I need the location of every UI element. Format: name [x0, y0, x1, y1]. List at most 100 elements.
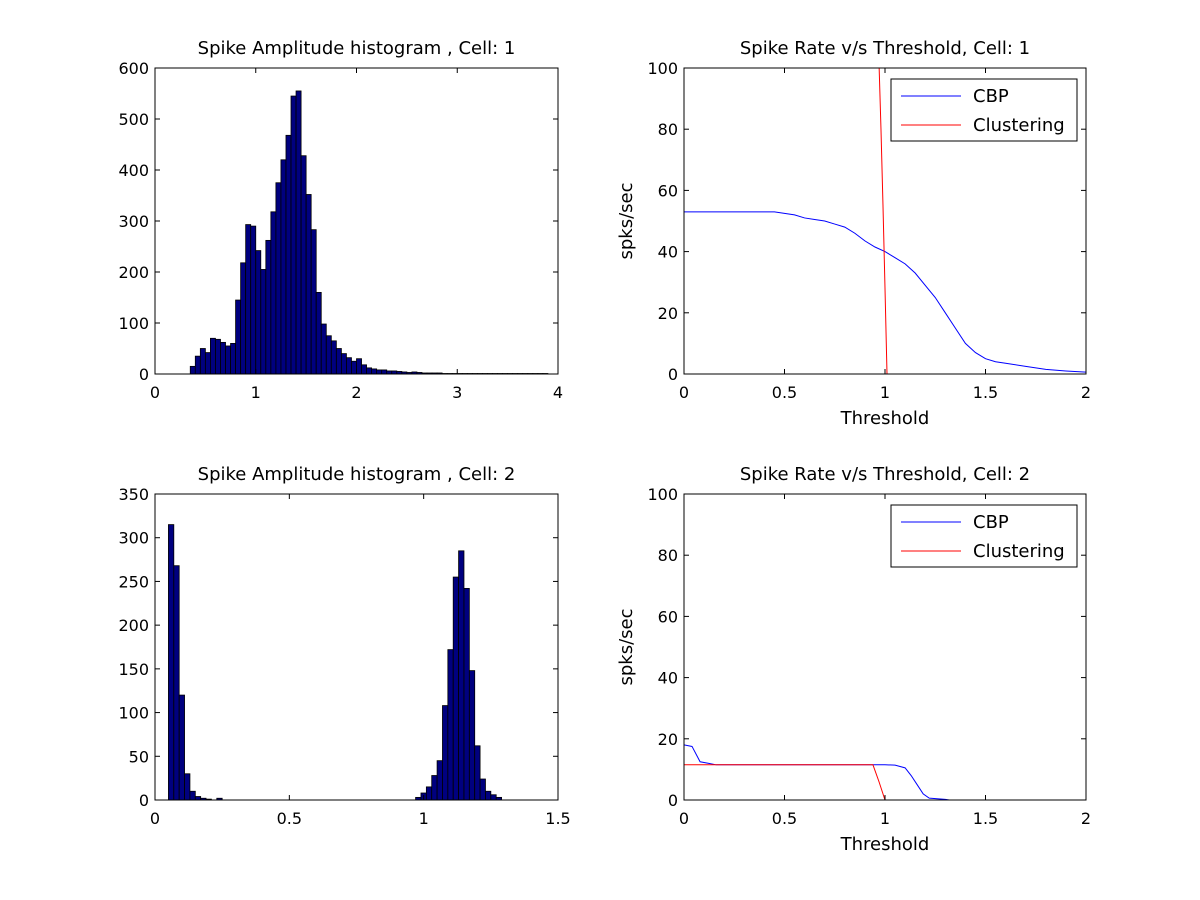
histogram-bar	[184, 773, 191, 800]
histogram-bar	[335, 348, 342, 374]
x-tick-label: 1	[880, 809, 890, 828]
x-axis-label: Threshold	[840, 408, 930, 429]
y-tick-label: 400	[118, 161, 149, 180]
axes-frame	[154, 493, 559, 801]
chart-title: Spike Rate v/s Threshold, Cell: 1	[740, 38, 1030, 59]
histogram-bar	[447, 649, 454, 800]
histogram-bar	[290, 95, 297, 374]
x-tick-label: 3	[452, 383, 462, 402]
y-tick-label: 100	[118, 704, 149, 723]
y-tick-label: 200	[118, 616, 149, 635]
x-tick-label: 0	[150, 383, 160, 402]
histogram-bar	[330, 340, 337, 374]
histogram-bar	[371, 368, 378, 374]
histogram-bar	[479, 778, 486, 800]
axes-background	[155, 68, 558, 374]
chart-title: Spike Amplitude histogram , Cell: 2	[198, 464, 516, 485]
legend-entry: CBP	[973, 512, 1009, 533]
histogram-bar	[173, 565, 180, 800]
histogram-bar	[381, 369, 388, 374]
y-axis-label: spks/sec	[616, 182, 637, 259]
histogram-bar	[325, 335, 332, 374]
histogram-bar	[425, 786, 433, 800]
y-tick-label: 80	[658, 120, 678, 139]
legend: CBP Clustering	[890, 504, 1078, 568]
x-tick-label: 2	[1081, 809, 1091, 828]
histogram-bar	[452, 576, 459, 800]
histogram-bar	[275, 182, 282, 374]
y-tick-label: 20	[658, 304, 678, 323]
y-tick-label: 350	[118, 485, 149, 504]
histogram-bar	[189, 790, 196, 800]
plot-area	[684, 744, 950, 800]
y-tick-label: 40	[658, 243, 678, 262]
legend-box	[890, 504, 1078, 568]
series-line-clustering	[878, 68, 888, 374]
histogram-bar	[189, 365, 196, 374]
subplot-3: 0 0.5 1 1.5 0 50 100 150 200 250 300 350 Spike Ampli…	[118, 464, 570, 828]
histogram-bar	[442, 705, 449, 800]
y-tick-label: 0	[139, 365, 149, 384]
histogram-bar	[366, 367, 373, 374]
x-tick-label: 1.5	[545, 809, 570, 828]
histogram-bar	[285, 134, 292, 374]
histogram-bar	[305, 194, 312, 374]
histogram-bar	[376, 369, 383, 374]
histogram-bar	[468, 670, 476, 800]
y-tick-label: 300	[118, 212, 149, 231]
histogram-bar	[199, 348, 206, 374]
histogram-bar	[356, 358, 362, 374]
histogram-bar	[265, 239, 272, 374]
y-tick-label: 0	[668, 365, 678, 384]
histogram-bar	[220, 341, 226, 374]
histogram-bar	[210, 337, 216, 374]
histogram-bar	[245, 224, 252, 374]
x-axis-label: Threshold	[840, 834, 930, 855]
x-tick-label: 2	[1081, 383, 1091, 402]
histogram-bar	[178, 694, 185, 800]
x-tick-label: 2	[351, 383, 361, 402]
legend-entry: CBP	[973, 86, 1009, 107]
y-tick-label: 200	[118, 263, 149, 282]
y-tick-label: 300	[118, 529, 149, 548]
series-line-cbp	[684, 744, 950, 800]
series-line-cbp	[684, 211, 1086, 373]
plot-area	[189, 90, 549, 374]
chart-title: Spike Amplitude histogram , Cell: 1	[198, 38, 516, 59]
histogram-bar	[346, 357, 352, 374]
y-tick-label: 0	[668, 791, 678, 810]
x-tick-label: 1	[880, 383, 890, 402]
histogram-bar	[361, 364, 367, 374]
histogram-bar	[315, 291, 322, 374]
y-tick-label: 100	[647, 485, 678, 504]
histogram-bar	[255, 250, 262, 374]
histogram-bar	[194, 355, 201, 374]
x-tick-label: 0	[679, 383, 689, 402]
histogram-bar	[240, 262, 247, 374]
histogram-bar	[300, 155, 307, 374]
y-axis-label: spks/sec	[616, 608, 637, 685]
y-tick-label: 100	[118, 314, 149, 333]
histogram-bar	[204, 352, 211, 374]
histogram-bar	[458, 550, 465, 800]
histogram-bar	[474, 745, 481, 800]
histogram-bar	[280, 159, 287, 374]
histogram-bar	[463, 588, 470, 800]
x-tick-label: 1	[251, 383, 261, 402]
chart-title: Spike Rate v/s Threshold, Cell: 2	[740, 464, 1030, 485]
y-tick-label: 40	[658, 669, 678, 688]
y-tick-label: 60	[658, 181, 678, 200]
legend-box	[890, 78, 1078, 142]
histogram-bar	[168, 524, 175, 800]
y-tick-label: 60	[658, 607, 678, 626]
x-tick-label: 0.5	[277, 809, 302, 828]
histogram-bar	[225, 345, 231, 374]
histogram-bar	[436, 760, 443, 800]
y-tick-label: 500	[118, 110, 149, 129]
axes-background	[155, 494, 558, 800]
histogram-bar	[351, 360, 357, 374]
x-tick-label: 1	[419, 809, 429, 828]
y-tick-label: 0	[139, 791, 149, 810]
